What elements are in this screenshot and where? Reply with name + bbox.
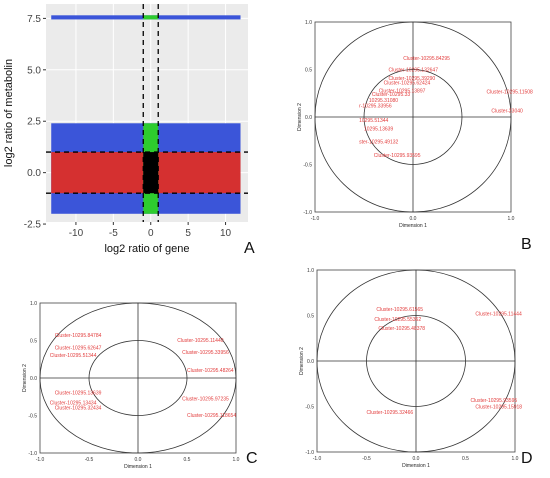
variable-label: Cluster-10295.97235 [182,397,229,403]
variable-label: Cluster-10295.33 [372,92,411,98]
variable-label: Cluster-10295.32434 [55,406,102,412]
variable-label: Cluster-10295.132647 [389,67,439,73]
x-tick-label: -10 [69,228,84,239]
variable-label: Cluster-10295.13897 [379,88,426,94]
variable-label: Cluster-10295.39290 [389,76,436,82]
variable-label: Cluster-10295.62424 [384,81,431,87]
variable-label: Cluster-10295.11508 [487,89,534,95]
variable-label: Cluster-10295.61565 [376,307,423,313]
y-axis-label: Dimension 2 [22,364,28,392]
y-tick-label: 2.5 [27,117,41,128]
x-tick-label: 0.0 [135,457,142,463]
x-tick-label: -1.0 [311,216,320,222]
y-tick-label: 1.0 [305,20,312,26]
variable-label: Cluster-10295.11444 [475,312,522,318]
panel-c: -1.0 -0.5 0.0 0.5 1.0 -1.0 -0.5 0.0 0.5 1.0 Dimens… [0,265,270,473]
y-axis-label: log2 ratio of metabolin [3,59,15,167]
y-tick-label: -1.0 [305,450,314,456]
x-tick-label: 1.0 [233,457,240,463]
variable-label: Cluster-10295.48264 [187,368,234,374]
variable-label: ster-10295.49132 [359,140,398,146]
point-cluster [143,152,159,194]
variable-label: Cluster-10295.51344 [50,353,97,359]
variable-label: Cluster-10295.118654 [187,413,236,419]
variable-label: r-10295.33956 [359,104,392,110]
variable-label: Cluster-10295.48378 [378,326,425,332]
point-cluster [143,15,159,20]
y-tick-label: 0.0 [30,376,37,382]
x-axis-label: Dimension 1 [399,223,427,229]
chart-c: -1.0 -0.5 0.0 0.5 1.0 -1.0 -0.5 0.0 0.5 1.0 Dimens… [22,301,240,470]
panel-letter-c: C [246,450,258,467]
variable-label: Cluster-10295.55362 [374,317,421,323]
panel-letter-d: D [521,450,533,467]
y-tick-label: 0.5 [307,314,314,320]
panel-b: -1.0 0.0 1.0 -1.0 -0.5 0.0 0.5 1.0 Dimension 1 Di… [275,0,550,265]
y-tick-label: -0.5 [303,163,312,169]
y-tick-label: 5.0 [27,65,41,76]
variable-label: Cluster-10295.93595 [470,398,517,404]
variable-label: Cluster-10295.13434 [50,400,97,406]
x-tick-label: 1.0 [508,216,515,222]
y-tick-label: 0.0 [307,359,314,365]
x-axis-label: log2 ratio of gene [104,243,189,255]
variable-label: Cluster-10295.33956 [182,350,229,356]
x-tick-label: -5 [109,228,118,239]
x-tick-label: -1.0 [36,457,45,463]
panel-letter-b: B [521,236,532,253]
variable-label: Cluster-10295.15918 [475,404,522,410]
x-tick-label: 10 [220,228,232,239]
panel-a: -10 -5 0 5 10 -2.5 0.0 2.5 5.0 7.5 log2 ratio of g… [0,0,270,265]
x-tick-label: 0.5 [184,457,191,463]
x-tick-label: -1.0 [313,456,322,462]
x-axis-label: Dimension 1 [124,464,152,470]
variable-label: Cluster-10295.32466 [367,410,414,416]
x-axis-label: Dimension 1 [402,463,430,469]
chart-b: -1.0 0.0 1.0 -1.0 -0.5 0.0 0.5 1.0 Dimension 1 Di… [297,20,534,229]
y-tick-label: -2.5 [24,220,42,231]
x-tick-label: -0.5 [85,457,94,463]
y-tick-label: 1.0 [30,301,37,307]
variable-label: Cluster-10295.93595 [374,153,421,159]
chart-a: -10 -5 0 5 10 -2.5 0.0 2.5 5.0 7.5 log2 ratio of g… [3,4,248,255]
variable-label: 10295.31080 [369,98,398,104]
y-tick-label: 0.0 [27,168,41,179]
x-tick-label: 0.5 [462,456,469,462]
y-tick-label: 0.0 [305,115,312,121]
variable-label: Cluster-23040 [491,108,523,114]
x-tick-label: 0.0 [410,216,417,222]
y-axis-label: Dimension 2 [299,347,305,375]
variable-label: 10295.13639 [364,126,393,132]
y-tick-label: -1.0 [28,451,37,457]
x-tick-label: 0.0 [413,456,420,462]
panel-letter-a: A [244,240,255,257]
variable-label: Cluster-10295.84784 [55,333,102,339]
y-tick-label: 1.0 [307,268,314,274]
variable-label: Cluster-10295.84295 [403,56,450,62]
x-tick-label: 0 [148,228,154,239]
x-tick-label: 1.0 [512,456,519,462]
y-tick-label: -0.5 [28,414,37,420]
y-tick-label: 0.5 [305,68,312,74]
y-tick-label: -0.5 [305,405,314,411]
x-tick-label: -0.5 [362,456,371,462]
y-tick-label: 7.5 [27,14,41,25]
variable-label: 10295.51344 [359,118,388,124]
panel-d: -1.0 -0.5 0.0 0.5 1.0 -1.0 -0.5 0.0 0.5 1.0 Dimens… [275,258,550,473]
variable-label: Cluster-10295.62647 [55,346,102,352]
y-tick-label: 0.5 [30,339,37,345]
y-tick-label: -1.0 [303,210,312,216]
y-axis-label: Dimension 2 [297,103,303,131]
variable-label: Cluster-10295.11440 [177,338,224,344]
chart-d: -1.0 -0.5 0.0 0.5 1.0 -1.0 -0.5 0.0 0.5 1.0 Dimens… [299,268,522,469]
variable-label: Cluster-10295.13639 [55,391,102,397]
x-tick-label: 5 [185,228,191,239]
